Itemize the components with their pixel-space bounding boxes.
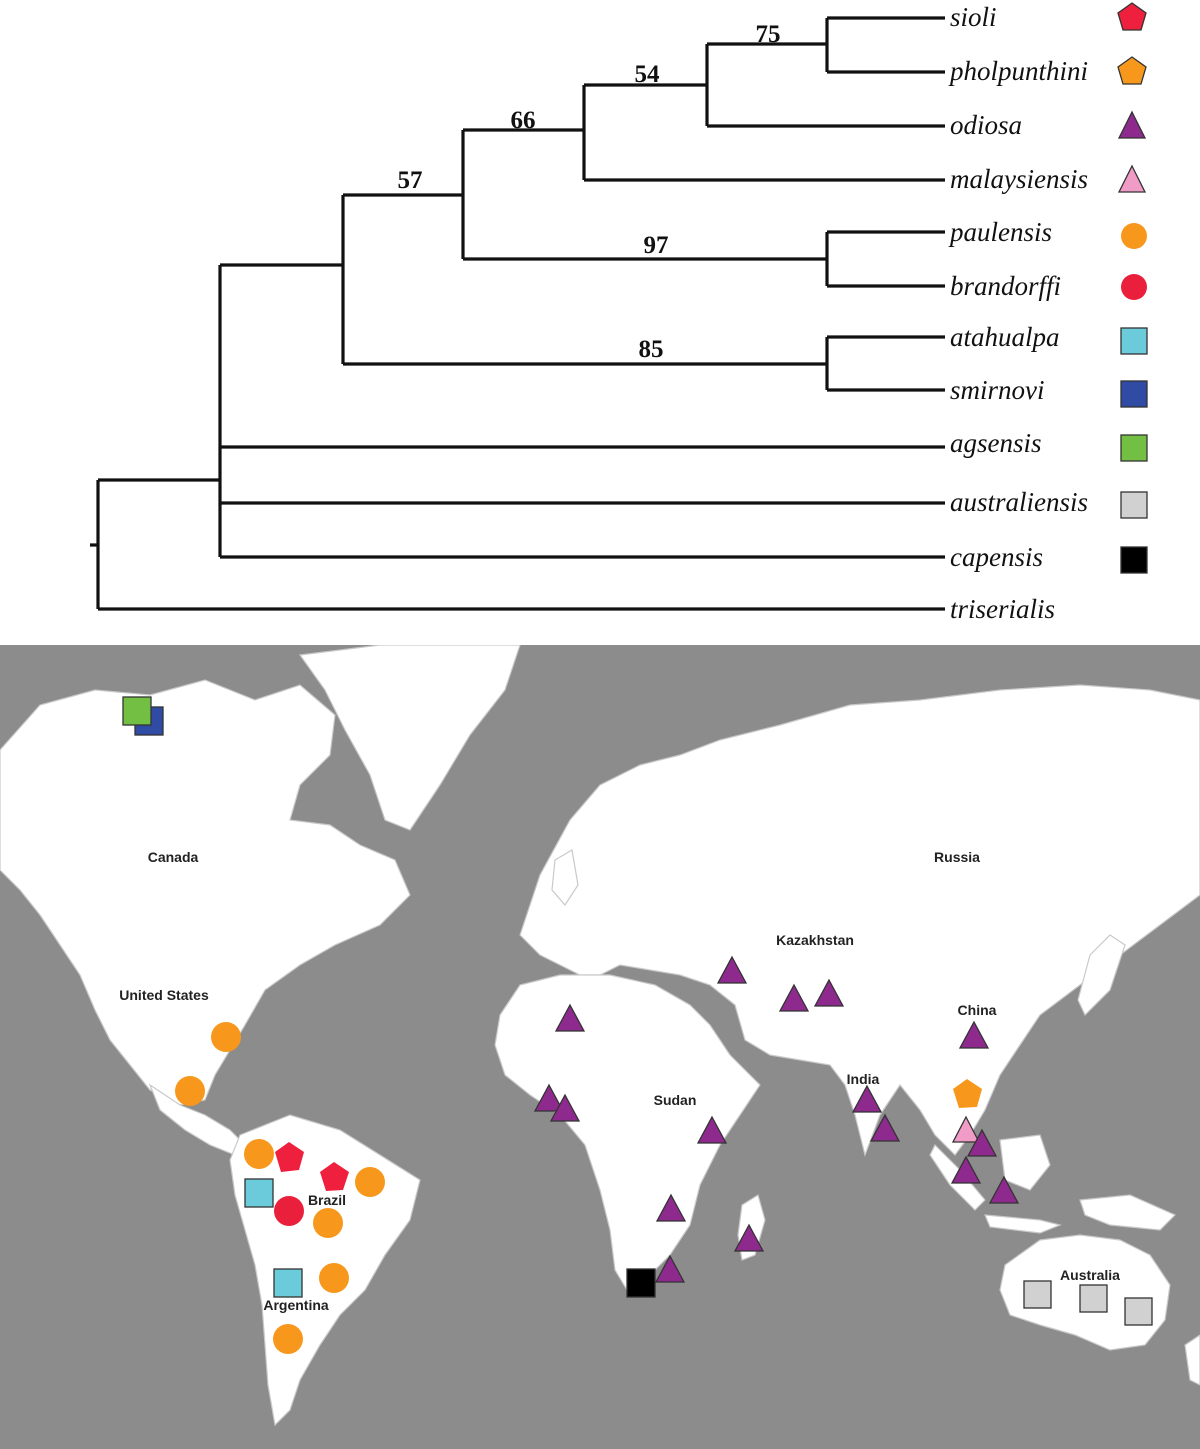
country-label-australia: Australia (1060, 1267, 1120, 1283)
marker-brandorffi (274, 1196, 304, 1226)
branch-node-66 (582, 83, 945, 182)
country-label-russia: Russia (934, 849, 980, 865)
marker-odiosa (654, 1254, 686, 1283)
marker-odiosa (533, 1083, 565, 1112)
tree-branches (90, 16, 945, 611)
country-label-china: China (958, 1002, 997, 1018)
marker-odiosa (958, 1020, 990, 1049)
branch-polytomy (218, 263, 945, 559)
legend-symbol-paulensis (1121, 223, 1147, 249)
landmass-greenland (298, 645, 521, 831)
country-label-sudan: Sudan (654, 1092, 697, 1108)
landmass-new-zealand (1184, 1334, 1200, 1386)
distribution-map: Canada United States Brazil Argentina Ru… (0, 645, 1200, 1449)
marker-australiensis (1079, 1284, 1108, 1313)
taxon-labels: sioli pholpunthini odiosa malaysiensis p… (948, 2, 1088, 624)
taxon-label-capensis: capensis (950, 542, 1043, 572)
marker-odiosa (813, 978, 845, 1007)
country-label-kazakhstan: Kazakhstan (776, 932, 854, 948)
legend-symbol-malaysiensis (1117, 164, 1147, 193)
legend-symbol-sioli (1117, 2, 1147, 31)
legend-symbol-brandorffi (1121, 274, 1147, 300)
country-label-united-states: United States (119, 987, 209, 1003)
marker-pholpunthini (953, 1079, 982, 1108)
marker-paulensis (244, 1139, 274, 1169)
marker-malaysiensis (951, 1115, 981, 1143)
taxon-label-atahualpa: atahualpa (950, 322, 1060, 352)
taxon-label-brandorffi: brandorffi (950, 271, 1061, 301)
marker-paulensis (313, 1208, 343, 1238)
phylogenetic-tree: 75 54 66 57 97 85 sioli pholpunthini odi… (90, 2, 1148, 624)
marker-paulensis (211, 1022, 241, 1052)
taxon-label-triserialis: triserialis (950, 594, 1055, 624)
support-value-57: 57 (398, 167, 423, 194)
landmass-java (984, 1214, 1062, 1234)
branch-node-75 (825, 16, 945, 74)
country-label-argentina: Argentina (263, 1297, 329, 1313)
support-value-85: 85 (639, 336, 664, 363)
marker-odiosa (716, 955, 748, 984)
marker-odiosa (988, 1175, 1020, 1204)
marker-odiosa (778, 983, 810, 1012)
marker-odiosa (549, 1093, 581, 1122)
legend-symbol-australiensis (1120, 491, 1148, 519)
taxon-label-australiensis: australiensis (950, 487, 1088, 517)
legend-symbol-smirnovi (1120, 380, 1148, 408)
taxon-label-smirnovi: smirnovi (950, 375, 1045, 405)
legend-symbol-agsensis (1120, 434, 1148, 462)
landmass-north-america (0, 679, 411, 1106)
marker-odiosa (950, 1155, 982, 1184)
country-label-brazil: Brazil (308, 1192, 346, 1208)
marker-agsensis (122, 696, 152, 726)
marker-odiosa (655, 1193, 687, 1222)
taxon-label-agsensis: agsensis (950, 428, 1042, 458)
marker-odiosa (554, 1003, 586, 1032)
country-labels: Canada United States Brazil Argentina Ru… (119, 849, 1120, 1313)
support-value-75: 75 (756, 21, 781, 48)
landmass-british-isles (551, 849, 579, 906)
marker-odiosa (696, 1115, 728, 1144)
landmass-new-guinea (1079, 1194, 1177, 1231)
support-values: 75 54 66 57 97 85 (398, 21, 781, 363)
taxon-label-sioli: sioli (950, 2, 997, 32)
taxon-label-odiosa: odiosa (950, 110, 1022, 140)
marker-paulensis (273, 1324, 303, 1354)
branch-node-97 (825, 230, 945, 288)
marker-atahualpa (273, 1268, 303, 1298)
marker-paulensis (355, 1167, 385, 1197)
marker-atahualpa (244, 1178, 274, 1208)
marker-odiosa (851, 1084, 883, 1113)
occurrence-markers (122, 696, 1153, 1354)
landmass-japan (1077, 934, 1126, 1017)
legend-symbol-pholpunthini (1117, 56, 1147, 85)
taxon-label-pholpunthini: pholpunthini (948, 56, 1088, 86)
legend-symbol-capensis (1120, 546, 1148, 574)
support-value-66: 66 (511, 107, 536, 134)
country-label-india: India (847, 1071, 880, 1087)
marker-sioli (320, 1162, 349, 1191)
marker-australiensis (1023, 1280, 1052, 1309)
country-label-canada: Canada (148, 849, 199, 865)
marker-paulensis (175, 1076, 205, 1106)
landmass-borneo (999, 1134, 1051, 1191)
legend-symbol-atahualpa (1120, 327, 1148, 355)
marker-capensis (626, 1268, 656, 1298)
taxon-label-malaysiensis: malaysiensis (950, 164, 1088, 194)
support-value-97: 97 (644, 232, 669, 259)
marker-paulensis (319, 1263, 349, 1293)
marker-odiosa (869, 1113, 901, 1142)
taxon-label-paulensis: paulensis (948, 217, 1052, 247)
branch-node-85 (825, 335, 945, 392)
legend-symbol-odiosa (1117, 110, 1147, 139)
marker-australiensis (1124, 1297, 1153, 1326)
branch-node-57 (341, 193, 827, 366)
legend-symbols (1117, 2, 1148, 574)
marker-sioli (275, 1142, 304, 1172)
branch-root (90, 478, 945, 611)
support-value-54: 54 (635, 61, 661, 88)
marker-odiosa (966, 1128, 998, 1157)
marker-odiosa (733, 1223, 765, 1252)
